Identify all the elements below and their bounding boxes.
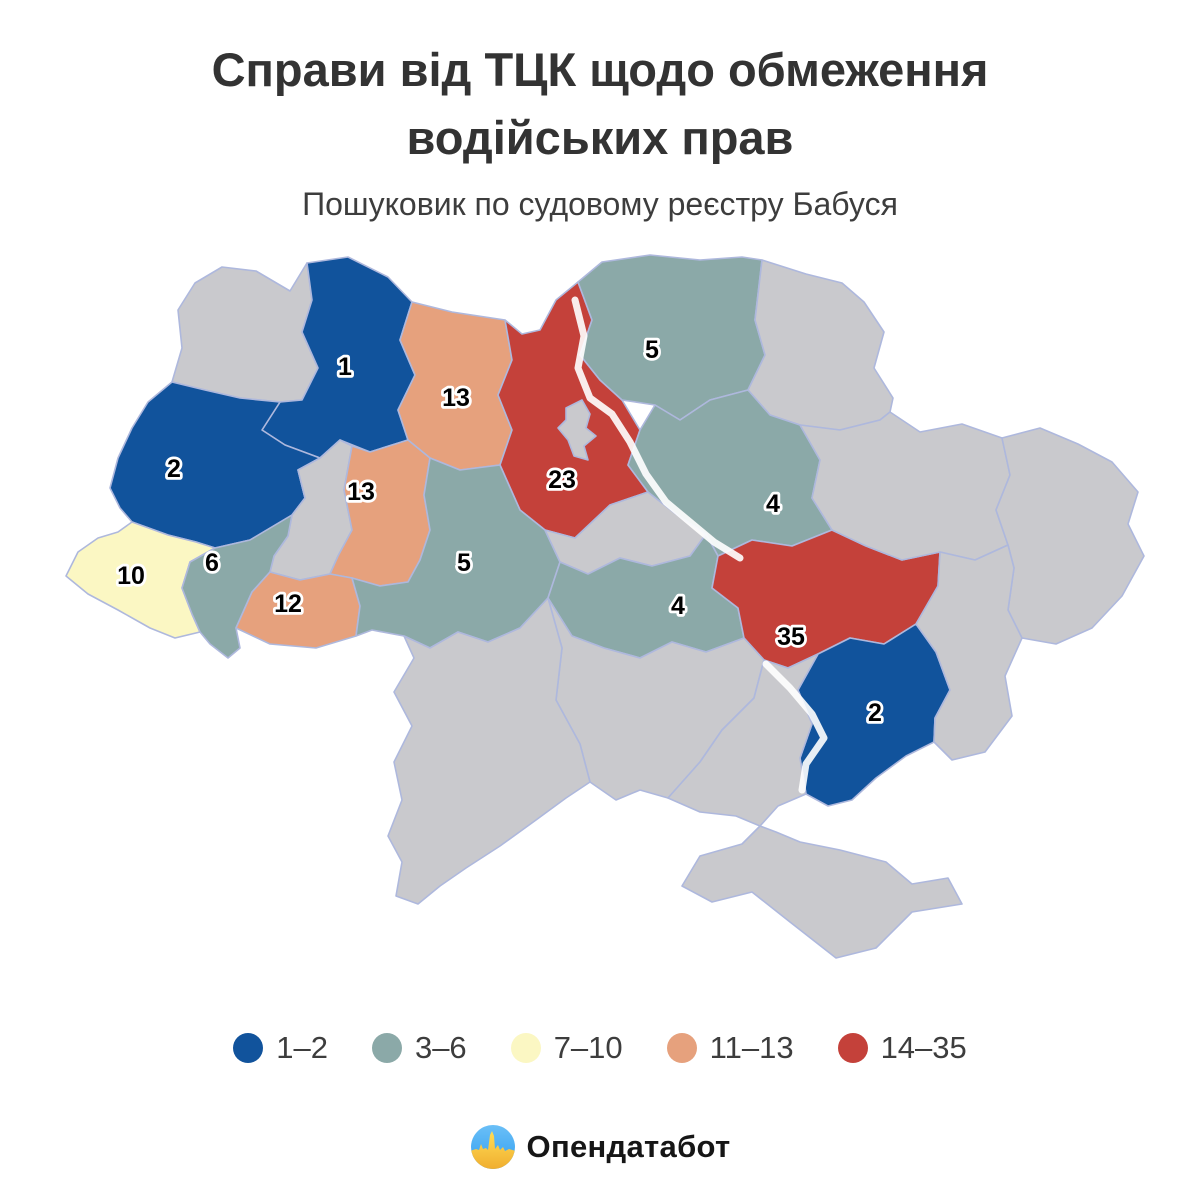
region-kyiv-city: [557, 399, 597, 461]
legend-label: 3–6: [414, 1030, 467, 1065]
region-kharkiv: [799, 411, 1011, 561]
page-title-line2: водійських прав: [406, 111, 794, 165]
region-value-lviv: 2: [167, 455, 181, 483]
legend-label: 11–13: [709, 1030, 794, 1065]
region-shapes: [65, 254, 1145, 959]
skyline-silhouette: [470, 1131, 515, 1169]
region-value-labels: 1 13 23 5 2 13 10 6 12 5 4 4 35 2: [114, 333, 884, 730]
region-value-chernivtsi: 12: [274, 590, 302, 618]
legend-item-3: 11–13: [666, 1030, 794, 1066]
region-volyn: [171, 262, 319, 403]
region-crimea: [681, 825, 963, 959]
legend-swatch-icon: [371, 1033, 402, 1063]
legend-swatch-icon: [233, 1033, 264, 1063]
region-value-vinnytsia: 5: [457, 549, 471, 577]
rivers: [571, 296, 828, 794]
region-value-ivano-frankivsk: 6: [205, 549, 219, 577]
region-value-chernihiv: 5: [645, 336, 659, 364]
legend-label: 7–10: [553, 1030, 623, 1065]
region-value-zaporizhzhia: 2: [868, 699, 882, 727]
region-donetsk: [915, 544, 1023, 761]
region-value-dnipropetrovsk: 35: [777, 623, 805, 651]
region-kherson: [667, 653, 819, 827]
legend-item-0: 1–2: [233, 1030, 328, 1066]
region-ivano-frankivsk: [181, 514, 293, 659]
region-odesa: [387, 597, 591, 905]
legend-label: 14–35: [880, 1030, 967, 1065]
header: Справи від ТЦК щодо обмеження водійських…: [0, 36, 1200, 223]
page-title-line1: Справи від ТЦК щодо обмеження: [211, 43, 989, 96]
region-value-poltava: 4: [766, 490, 780, 518]
region-value-zakarpattia: 10: [117, 562, 145, 590]
legend-item-4: 14–35: [837, 1030, 967, 1066]
region-value-kyiv-oblast: 23: [548, 466, 576, 494]
region-value-khmelnytskyi: 13: [347, 478, 375, 506]
region-sumy: [747, 259, 894, 431]
brand-name: Опендатабот: [526, 1129, 731, 1164]
legend: 1–2 3–6 7–10 11–13 14–35: [0, 1030, 1200, 1066]
legend-item-2: 7–10: [510, 1030, 623, 1066]
region-luhansk: [995, 427, 1145, 645]
legend-label: 1–2: [276, 1030, 328, 1065]
page-subtitle: Пошуковик по судовому реєстру Бабуся: [302, 186, 898, 223]
legend-item-1: 3–6: [371, 1030, 467, 1066]
legend-swatch-icon: [837, 1033, 868, 1063]
region-value-kirovohrad: 4: [671, 592, 685, 620]
dnipro-river-upper: [571, 296, 744, 562]
legend-swatch-icon: [510, 1033, 541, 1063]
region-value-rivne: 1: [338, 353, 352, 381]
dnipro-river-lower: [762, 660, 828, 794]
legend-swatch-icon: [666, 1033, 697, 1063]
region-value-zhytomyr: 13: [442, 384, 470, 412]
opendatabot-logo-icon: [470, 1125, 515, 1169]
region-zakarpattia: [65, 521, 216, 639]
footer: Опендатабот: [0, 1124, 1200, 1170]
